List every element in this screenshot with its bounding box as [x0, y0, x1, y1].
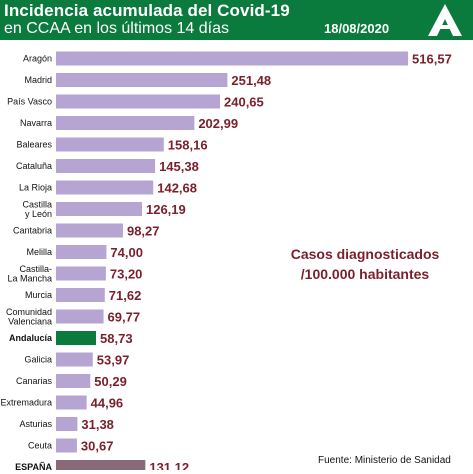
value-label-13: 58,73: [100, 331, 133, 346]
category-label-0: Aragón: [23, 54, 52, 64]
bar-12: [56, 309, 104, 324]
unit-annotation-line-2: /100.000 habitantes: [300, 266, 430, 282]
bar-18: [56, 438, 77, 453]
category-label-10-line-1: La Mancha: [7, 273, 52, 283]
unit-annotation: Casos diagnosticados /100.000 habitantes: [270, 244, 460, 284]
bar-8: [56, 223, 123, 238]
page-title: Incidencia acumulada del Covid-19: [4, 1, 290, 20]
category-label-10-line-0: Castilla-: [19, 264, 52, 274]
value-label-7: 126,19: [146, 202, 186, 217]
value-label-15: 50,29: [94, 374, 127, 389]
value-label-0: 516,57: [412, 52, 452, 67]
bar-14: [56, 352, 93, 367]
category-label-12-line-1: Valenciana: [8, 316, 52, 326]
category-label-3: Navarra: [20, 118, 52, 128]
bar-16: [56, 395, 87, 410]
value-labels-group: 516,57 251,48 240,65 202,99 158,16 145,38 142,…: [81, 52, 452, 471]
category-label-19: ESPAÑA: [15, 462, 52, 470]
category-label-5: Cataluña: [16, 161, 52, 171]
value-label-19: 131,12: [149, 460, 189, 470]
category-label-2: País Vasco: [7, 97, 52, 107]
value-label-10: 73,20: [110, 267, 143, 282]
category-label-11: Murcia: [25, 290, 52, 300]
category-label-9: Melilla: [26, 247, 52, 257]
bar-11: [56, 288, 105, 302]
category-label-7-line-0: Castilla: [22, 199, 52, 209]
source-note: Fuente: Ministerio de Sanidad: [318, 455, 451, 466]
bar-9: [56, 245, 107, 259]
bar-15: [56, 374, 91, 388]
category-label-14: Galicia: [24, 355, 52, 365]
bar-6: [56, 180, 154, 195]
header-banner: Incidencia acumulada del Covid-19 en CCA…: [0, 0, 473, 40]
bar-17: [56, 417, 78, 431]
value-label-16: 44,96: [91, 396, 124, 411]
category-label-1: Madrid: [24, 75, 52, 85]
bar-0: [56, 51, 409, 66]
bar-13: [56, 331, 97, 345]
category-label-18: Ceuta: [28, 441, 52, 451]
value-label-3: 202,99: [198, 116, 238, 131]
unit-annotation-line-1: Casos diagnosticados: [290, 246, 440, 262]
bars-group: [56, 51, 409, 470]
value-label-1: 251,48: [231, 73, 271, 88]
category-label-13: Andalucía: [9, 333, 53, 343]
category-label-8: Cantabria: [13, 226, 52, 236]
category-label-6: La Rioja: [19, 183, 52, 193]
category-label-17: Asturias: [19, 419, 52, 429]
value-label-12: 69,77: [108, 310, 141, 325]
bar-19: [56, 460, 146, 470]
value-label-6: 142,68: [157, 181, 197, 196]
bar-10: [56, 266, 106, 281]
category-label-15: Canarias: [16, 376, 53, 386]
value-label-9: 74,00: [110, 245, 143, 260]
bar-2: [56, 94, 221, 109]
date-label: 18/08/2020: [324, 21, 390, 36]
value-label-14: 53,97: [97, 353, 130, 368]
category-label-16: Extremadura: [0, 398, 52, 408]
category-labels-group: Aragón Madrid País Vasco Navarra Baleares Cat…: [0, 54, 53, 470]
bar-1: [56, 73, 228, 87]
page-subtitle: en CCAA en los últimos 14 días: [4, 20, 230, 37]
value-label-11: 71,62: [109, 288, 142, 303]
bar-4: [56, 137, 164, 152]
category-label-7-line-1: y León: [25, 209, 52, 219]
bar-5: [56, 159, 156, 173]
value-label-2: 240,65: [224, 95, 264, 110]
value-label-17: 31,38: [81, 417, 114, 432]
bar-7: [56, 202, 142, 216]
value-label-8: 98,27: [127, 224, 160, 239]
category-label-12-line-0: Comunidad: [6, 307, 52, 317]
value-label-4: 158,16: [168, 138, 208, 153]
bar-chart: Aragón Madrid País Vasco Navarra Baleares Cat…: [0, 51, 452, 471]
category-label-4: Baleares: [16, 140, 52, 150]
junta-andalucia-logo-icon: [428, 4, 462, 36]
value-label-18: 30,67: [81, 439, 114, 454]
value-label-5: 145,38: [159, 159, 199, 174]
bar-3: [56, 116, 195, 130]
